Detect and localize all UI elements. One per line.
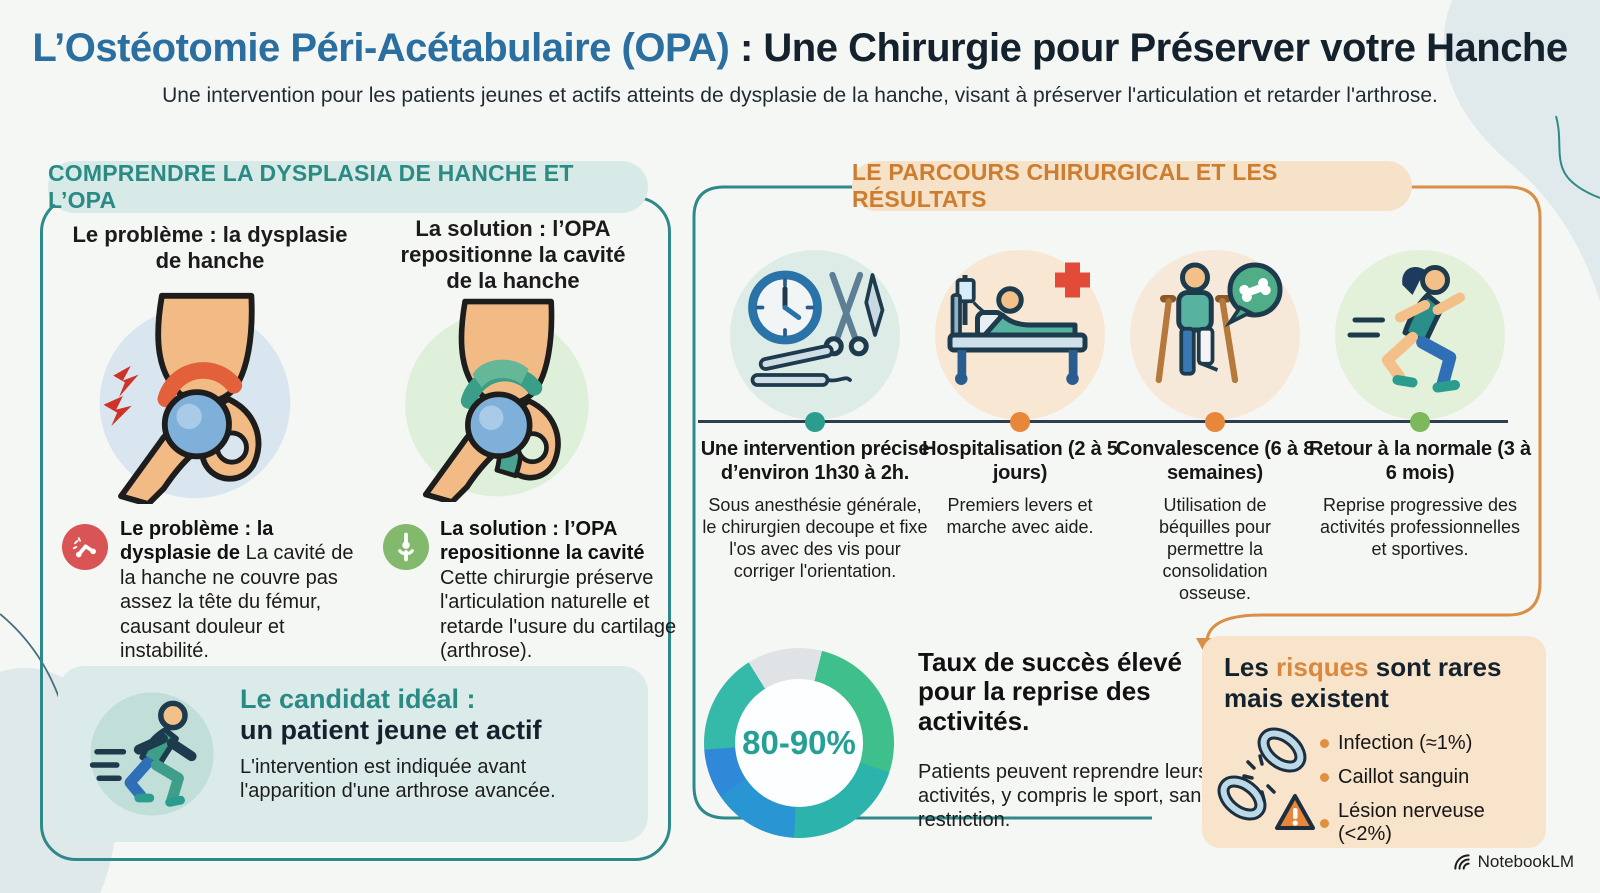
page-subtitle: Une intervention pour les patients jeune… [162, 84, 1438, 107]
risks-title: Les risques sont rares mais existent [1224, 652, 1544, 713]
solution-title: La solution : l’OPA repositionne la cavi… [400, 216, 626, 293]
risk-item-text: Infection (≈1%) [1338, 732, 1473, 754]
left-section-header: COMPRENDRE LA DYSPLASIA DE HANCHE ET L’O… [48, 160, 648, 213]
page-title-rest: : Une Chirurgie pour Préserver votre Han… [729, 26, 1568, 70]
risks-title-post: sont rares mais existent [1224, 652, 1502, 713]
risks-title-pre: Les [1224, 652, 1277, 682]
risks-list: Infection (≈1%) Caillot sanguin Lésion n… [1320, 732, 1542, 857]
success-body: Patients peuvent reprendre leurs activit… [918, 761, 1212, 831]
timeline-dot-3 [1205, 412, 1225, 432]
timeline-dot-2 [1010, 412, 1030, 432]
red-cross-icon [1055, 262, 1090, 298]
notebooklm-logo-icon [1453, 854, 1470, 870]
risk-item-text: Lésion nerveuse (<2%) [1338, 800, 1485, 845]
step-3: Convalescence (6 à 8 semaines) Utilisati… [1115, 438, 1315, 605]
ponytail [1402, 267, 1425, 295]
joint-icon [383, 524, 429, 570]
success-rate-value: 80-90% [735, 679, 863, 807]
solution-lead: La solution : l’OPA repositionne la cavi… [440, 518, 645, 565]
right-section-header: LE PARCOURS CHIRURGICAL ET LES RÉSULTATS [852, 159, 1412, 212]
notebooklm-label: NotebookLM [1477, 852, 1574, 871]
step-2-body: Premiers levers et marche avec aide. [946, 495, 1094, 538]
candidate-title-accent: Le candidat idéal : [240, 684, 476, 714]
risk-item: Lésion nerveuse (<2%) [1320, 800, 1542, 846]
step-2: Hospitalisation (2 à 5 jours) Premiers l… [915, 438, 1125, 539]
active-runner-icon [86, 688, 218, 820]
step-3-title: Convalescence (6 à 8 semaines) [1115, 438, 1315, 484]
risk-item: Infection (≈1%) [1320, 732, 1542, 755]
hospital-bed-icon [935, 250, 1105, 420]
risks-box: Les risques sont rares mais existent [1202, 636, 1546, 848]
risk-item-text: Caillot sanguin [1338, 766, 1470, 788]
notebooklm-brand: NotebookLM [1452, 852, 1574, 872]
broken-chain-warning-icon [1210, 724, 1320, 838]
step-1-title: Une intervention précise d’environ 1h30 … [700, 438, 930, 484]
problem-body: La cavité de la hanche ne couvre pas ass… [120, 542, 354, 662]
opa-repositioned-hip-illustration [392, 296, 598, 502]
bullet-dot [1320, 818, 1329, 828]
pain-bolt-icon [103, 396, 132, 427]
candidate-title-main: un patient jeune et actif [240, 715, 542, 746]
bullet-dot [1320, 773, 1329, 782]
step-3-body: Utilisation de béquilles pour permettre … [1158, 495, 1272, 603]
hip-dysplasia-illustration [86, 290, 300, 504]
bone-icon [1239, 278, 1271, 302]
right-section-teal-border [692, 185, 1152, 820]
risk-item: Caillot sanguin [1320, 766, 1542, 789]
leg-cast-icon [1196, 326, 1215, 366]
bullet-dot [1320, 739, 1329, 748]
timeline-dot-4 [1410, 412, 1430, 432]
step-4-body: Reprise progressive des activités profes… [1319, 495, 1521, 560]
joint-pain-icon [62, 524, 108, 570]
top-right-blob [1443, 0, 1600, 302]
step-2-title: Hospitalisation (2 à 5 jours) [922, 438, 1118, 484]
step-4-title: Retour à la normale (3 à 6 mois) [1309, 438, 1531, 484]
page-title-highlight: L’Ostéotomie Péri-Acétabulaire (OPA) [32, 26, 730, 70]
step-1: Une intervention précise d’environ 1h30 … [690, 438, 940, 583]
teal-curve-decoration [1555, 115, 1600, 199]
right-section-orange-border [1205, 185, 1542, 641]
solution-body: Cette chirurgie préserve l'articulation … [440, 566, 677, 662]
risks-title-accent: risques [1276, 652, 1369, 682]
crutches-patient-icon [1130, 250, 1300, 420]
problem-lead: Le problème : la dysplasie de [120, 518, 274, 565]
success-title: Taux de succès élevé pour la reprise des… [918, 647, 1183, 736]
timeline-dot-1 [805, 412, 825, 432]
problem-title: Le problème : la dysplasie de hanche [72, 222, 348, 273]
pain-bolt-icon [113, 365, 139, 397]
candidate-body: L'intervention est indiquée avant l'appa… [240, 756, 556, 803]
timeline [698, 420, 1508, 423]
runner-icon [1335, 250, 1505, 420]
success-rate-donut-chart: 80-90% [704, 648, 894, 838]
ideal-candidate-box: Le candidat idéal : un patient jeune et … [58, 666, 648, 842]
step-1-body: Sous anesthésie générale, le chirurgien … [702, 495, 928, 582]
problem-text: Le problème : la dysplasie de La cavité … [120, 517, 358, 663]
step-4: Retour à la normale (3 à 6 mois) Reprise… [1305, 438, 1535, 561]
solution-text: La solution : l’OPA repositionne la cavi… [440, 517, 678, 663]
page-title: L’Ostéotomie Péri-Acétabulaire (OPA) : U… [0, 26, 1600, 71]
surgery-tools-clock-icon [730, 250, 900, 420]
